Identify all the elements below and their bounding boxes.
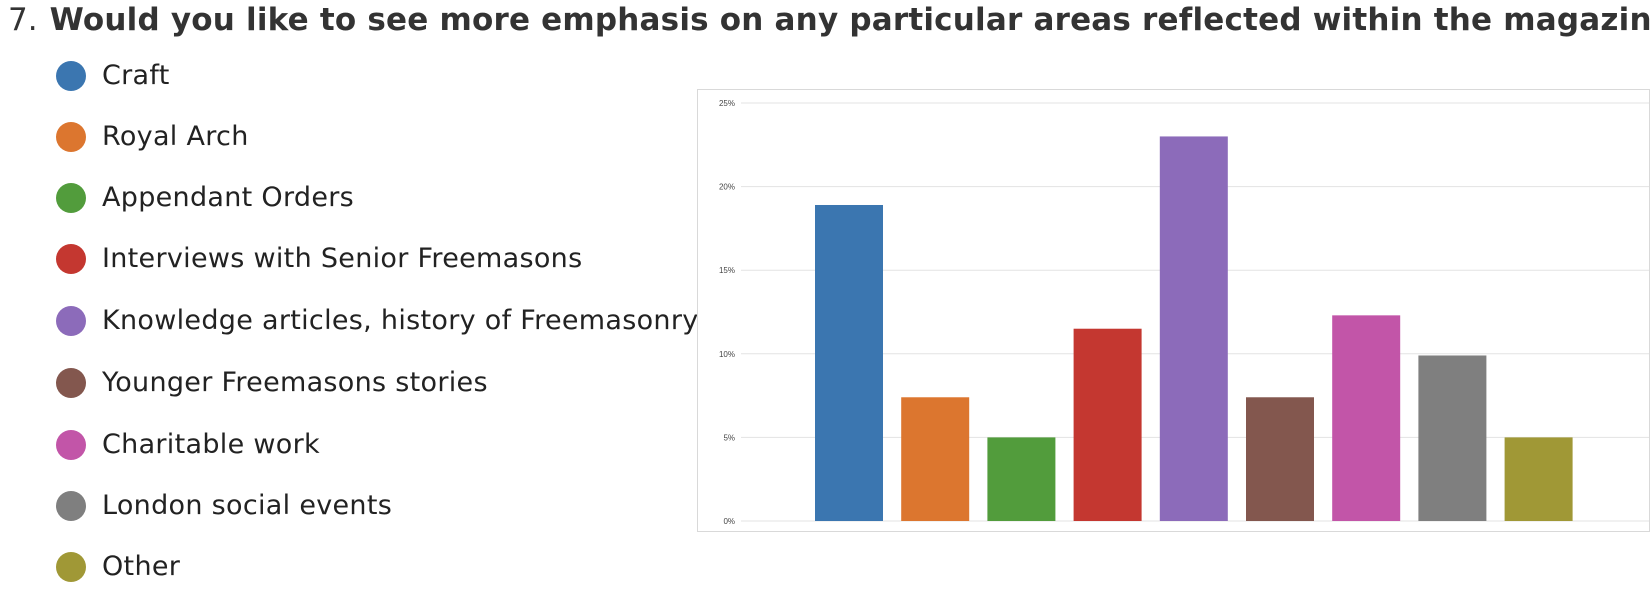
bar-younger-freemasons-stories [1246,397,1314,521]
legend-label: Younger Freemasons stories [102,367,488,398]
legend-dot-icon [56,429,86,460]
legend-item-knowledge-articles: Knowledge articles, history of Freemason… [56,305,699,336]
bar-other [1504,437,1573,521]
legend-item-younger-freemasons: Younger Freemasons stories [56,367,488,398]
question-heading: 7. Would you like to see more emphasis o… [8,2,1650,48]
bar-interviews-with-senior-freemasons [1073,328,1142,521]
legend-dot-icon [56,60,86,91]
legend-label: London social events [102,490,393,521]
y-tick-label: 20% [719,183,735,192]
legend-dot-icon [56,367,86,398]
bar-knowledge-articles-history-of-freemasonry [1159,136,1228,521]
legend-label: Other [102,551,181,582]
chart-canvas: 0% 5% 10% 15% 20% 25% [719,99,1649,526]
legend-item-craft: Craft [56,60,170,91]
legend-item-royal-arch: Royal Arch [56,121,249,152]
legend-dot-icon [56,243,86,274]
legend-label: Appendant Orders [102,182,355,213]
legend-item-charitable-work: Charitable work [56,429,320,460]
bar-craft [815,204,883,521]
bar-appendant-orders [987,437,1056,521]
bar-chart: 0% 5% 10% 15% 20% 25% [697,89,1650,532]
question-number: 7. [8,2,38,38]
y-tick-label: 0% [723,517,735,526]
legend-dot-icon [56,490,86,521]
legend-item-other: Other [56,551,180,582]
legend-item-appendant-orders: Appendant Orders [56,182,354,213]
legend-label: Knowledge articles, history of Freemason… [102,305,699,336]
legend-dot-icon [56,305,86,336]
bar-charitable-work [1332,315,1401,521]
legend-label: Craft [102,60,170,91]
question-text: Would you like to see more emphasis on a… [49,2,1650,38]
y-tick-label: 15% [719,266,735,275]
legend-dot-icon [56,121,86,152]
legend-item-london-social-events: London social events [56,490,392,521]
legend-dot-icon [56,182,86,213]
legend-label: Charitable work [102,429,320,460]
y-tick-label: 5% [723,433,735,442]
bar-london-social-events [1418,355,1487,521]
legend-label: Interviews with Senior Freemasons [102,243,583,274]
legend-item-interviews: Interviews with Senior Freemasons [56,243,582,274]
y-tick-label: 10% [719,350,735,359]
legend-dot-icon [56,551,86,582]
legend-label: Royal Arch [102,121,249,152]
bar-royal-arch [901,397,970,521]
y-tick-label: 25% [719,99,735,108]
